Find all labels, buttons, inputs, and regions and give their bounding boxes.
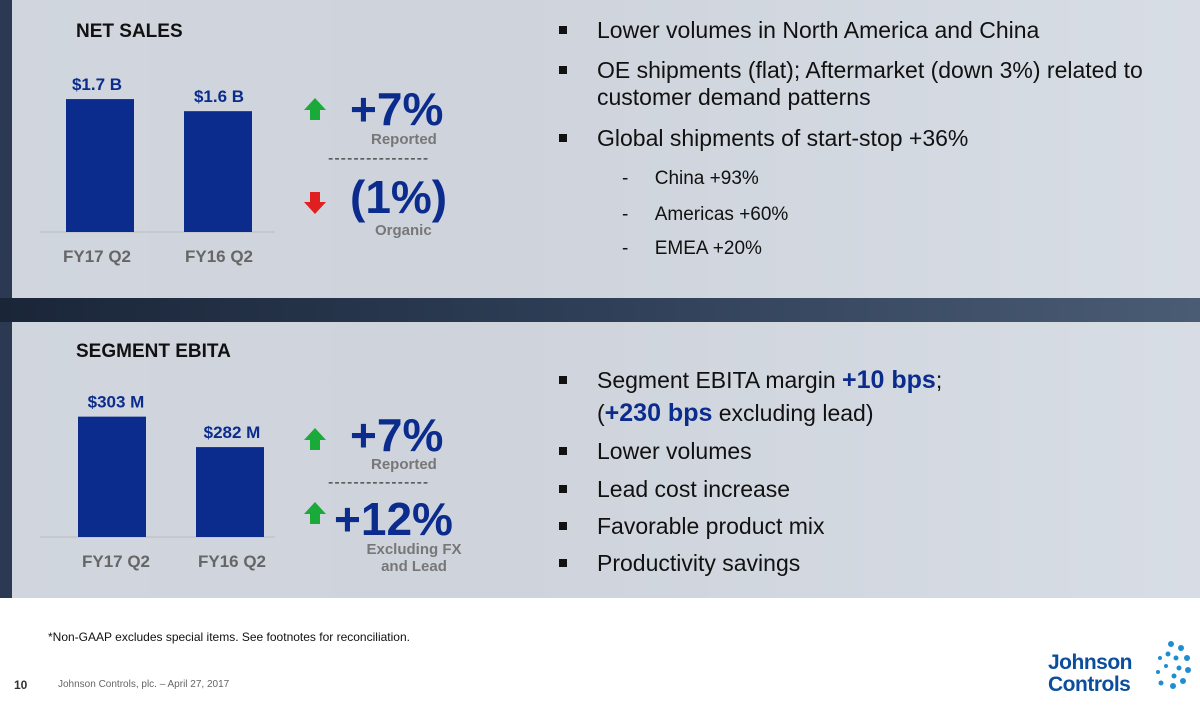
bullet: OE shipments (flat); Aftermarket (down 3… [559, 57, 1177, 111]
bullet: Lead cost increase [559, 476, 791, 503]
bullet: Lower volumes in North America and China [559, 17, 1040, 44]
value-label: $1.6 B [194, 87, 244, 106]
value-label: $282 M [204, 423, 261, 442]
up-arrow [304, 502, 326, 524]
sub-bullet-text: China +93% [654, 168, 759, 189]
bullet-text: ( [597, 400, 605, 426]
sub-bullet: - Americas +60% [622, 204, 789, 225]
footer-text: Johnson Controls, plc. – April 27, 2017 [58, 679, 230, 690]
metric-value: +7% [350, 83, 444, 135]
metric-value: (1%) [350, 171, 448, 223]
logo-line: Controls [1048, 673, 1131, 696]
arrows [304, 98, 326, 524]
bar [196, 447, 264, 537]
metric-label: Organic [375, 222, 432, 239]
chart-title: SEGMENT EBITA [76, 341, 231, 362]
sub-bullet-text: EMEA +20% [654, 238, 762, 259]
logo-icon [1156, 641, 1191, 689]
metric-label: Excluding FX and Lead [366, 541, 462, 575]
bullet: Favorable product mix [559, 513, 825, 540]
x-tick-label: FY17 Q2 [82, 552, 150, 571]
bullet-text: Lead cost increase [597, 476, 791, 502]
emphasis: +10 bps [842, 366, 936, 394]
x-tick-label: FY17 Q2 [63, 247, 131, 266]
value-label: $303 M [88, 393, 145, 412]
bullet-text: excluding lead) [712, 400, 874, 426]
separator: ---------------- [328, 474, 430, 491]
bullet-text: Productivity savings [597, 550, 801, 576]
x-tick-label: FY16 Q2 [198, 552, 266, 571]
bullet: Segment EBITA margin +10 bps; [559, 366, 943, 394]
logo-line: Johnson [1048, 651, 1133, 674]
bullet-text: Lower volumes [597, 438, 752, 464]
up-arrow [304, 98, 326, 120]
down-arrow [304, 192, 326, 214]
value-label: $1.7 B [72, 75, 122, 94]
footnote: *Non-GAAP excludes special items. See fo… [48, 630, 410, 644]
charts: $1.7 B FY17 Q2 $1.6 B FY16 Q2 $303 M FY17 Q2 $… [40, 75, 275, 571]
bullet-text: ; [935, 367, 943, 393]
x-tick-label: FY16 Q2 [185, 247, 253, 266]
up-arrow [304, 428, 326, 450]
metric-label: Reported [371, 456, 437, 473]
metric-label: Reported [371, 131, 437, 148]
bar [66, 99, 134, 232]
chart-title: NET SALES [76, 21, 183, 42]
emphasis: +230 bps [604, 399, 713, 427]
bullet-text: Favorable product mix [597, 513, 825, 539]
page-number: 10 [14, 678, 28, 692]
bar [78, 416, 146, 537]
logo-text: Johnson Controls [1048, 651, 1133, 696]
bullet-continuation: (+230 bps excluding lead) [597, 400, 873, 427]
bullet-text: Global shipments of start-stop +36% [597, 125, 969, 151]
bar [184, 111, 252, 232]
sub-bullet: - China +93% [622, 168, 759, 189]
bullet-text: OE shipments (flat); Aftermarket (down 3… [597, 57, 1143, 110]
sub-bullet: - EMEA +20% [622, 238, 762, 259]
metric-value: +12% [334, 493, 453, 545]
sub-bullet-text: Americas +60% [654, 204, 789, 225]
metric-value: +7% [350, 409, 444, 461]
separator: ---------------- [328, 150, 430, 167]
bullet-text: Segment EBITA margin [597, 367, 843, 393]
bullet: Productivity savings [559, 550, 801, 577]
divider-band [0, 298, 1200, 322]
bullet-text: Lower volumes in North America and China [597, 17, 1040, 43]
bullet: Global shipments of start-stop +36% [559, 125, 969, 152]
bullet: Lower volumes [559, 438, 752, 465]
